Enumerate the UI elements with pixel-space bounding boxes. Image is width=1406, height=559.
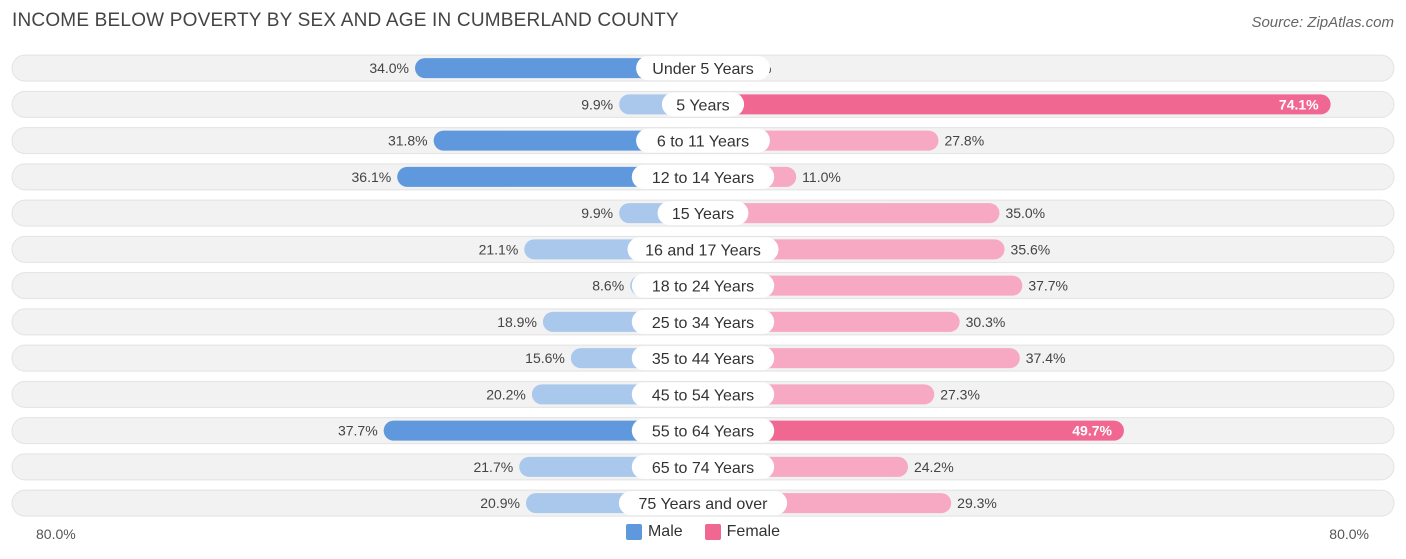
female-value-label: 37.7% bbox=[1028, 278, 1068, 294]
category-pill bbox=[618, 491, 788, 516]
male-bar bbox=[433, 130, 703, 151]
legend-female-label: Female bbox=[726, 523, 781, 540]
male-value-label: 21.7% bbox=[473, 459, 513, 475]
chart-title: INCOME BELOW POVERTY BY SEX AND AGE IN C… bbox=[12, 10, 679, 31]
male-value-label: 20.2% bbox=[486, 386, 526, 402]
female-bar bbox=[703, 348, 1020, 369]
category-label: 18 to 24 Years bbox=[652, 279, 754, 296]
male-value-label: 9.9% bbox=[581, 205, 613, 221]
male-value-label: 20.9% bbox=[480, 495, 520, 511]
category-label: 15 Years bbox=[672, 206, 734, 223]
male-value-label: 36.1% bbox=[352, 169, 392, 185]
female-value-label: 11.0% bbox=[802, 169, 841, 185]
male-bar bbox=[397, 166, 703, 187]
female-bar bbox=[703, 239, 1005, 260]
category-pill bbox=[636, 56, 770, 81]
female-value-label: 27.3% bbox=[940, 386, 980, 402]
source-label: Source: ZipAtlas.com bbox=[1251, 14, 1394, 31]
legend-male: Male bbox=[625, 523, 683, 541]
female-value-label: 29.3% bbox=[957, 495, 997, 511]
category-label: 65 to 74 Years bbox=[652, 460, 754, 477]
category-pill bbox=[631, 164, 775, 189]
female-value-label: 30.3% bbox=[966, 314, 1006, 330]
category-label: 6 to 11 Years bbox=[657, 134, 749, 151]
category-label: 45 to 54 Years bbox=[652, 387, 754, 404]
category-label: 25 to 34 Years bbox=[652, 315, 754, 332]
female-value-label: 24.2% bbox=[914, 459, 954, 475]
category-label: 12 to 14 Years bbox=[652, 170, 754, 187]
category-label: 75 Years and over bbox=[639, 496, 769, 513]
category-pill bbox=[631, 418, 775, 443]
female-value-label: 37.4% bbox=[1026, 350, 1066, 366]
female-value-label: 35.6% bbox=[1011, 241, 1051, 257]
male-value-label: 21.1% bbox=[479, 241, 519, 257]
category-pill bbox=[631, 273, 775, 298]
category-label: 35 to 44 Years bbox=[652, 351, 754, 368]
female-value-label: 49.7% bbox=[1072, 423, 1112, 439]
male-value-label: 37.7% bbox=[338, 423, 378, 439]
male-value-label: 34.0% bbox=[369, 60, 409, 76]
male-value-label: 9.9% bbox=[581, 96, 613, 112]
male-value-label: 15.6% bbox=[525, 350, 565, 366]
female-bar bbox=[703, 420, 1124, 441]
male-value-label: 18.9% bbox=[497, 314, 537, 330]
female-value-label: 27.8% bbox=[944, 133, 984, 149]
male-value-label: 8.6% bbox=[592, 278, 624, 294]
category-label: Under 5 Years bbox=[652, 61, 753, 78]
male-value-label: 31.8% bbox=[388, 133, 428, 149]
category-pill bbox=[657, 201, 749, 226]
legend-female: Female bbox=[704, 523, 781, 541]
axis-left-label: 80.0% bbox=[36, 526, 76, 542]
axis-right-label: 80.0% bbox=[1329, 526, 1369, 542]
category-label: 16 and 17 Years bbox=[645, 242, 761, 259]
female-bar bbox=[703, 203, 1000, 224]
male-bar bbox=[383, 420, 703, 441]
male-bar bbox=[415, 58, 703, 79]
male-swatch bbox=[625, 524, 642, 540]
legend-male-label: Male bbox=[647, 523, 683, 540]
category-pill bbox=[631, 346, 775, 371]
category-pill bbox=[631, 382, 775, 407]
legend: Male Female bbox=[0, 523, 1406, 541]
female-swatch bbox=[704, 524, 721, 540]
female-bar bbox=[703, 275, 1023, 296]
category-label: 55 to 64 Years bbox=[652, 424, 754, 441]
female-bar bbox=[703, 94, 1331, 115]
category-pill bbox=[636, 128, 770, 153]
category-pill bbox=[631, 309, 775, 334]
female-value-label: 74.1% bbox=[1279, 96, 1319, 112]
female-value-label: 35.0% bbox=[1005, 205, 1045, 221]
category-label: 5 Years bbox=[676, 97, 729, 114]
category-pill bbox=[627, 237, 779, 262]
category-pill bbox=[631, 454, 775, 479]
category-pill bbox=[661, 92, 745, 117]
